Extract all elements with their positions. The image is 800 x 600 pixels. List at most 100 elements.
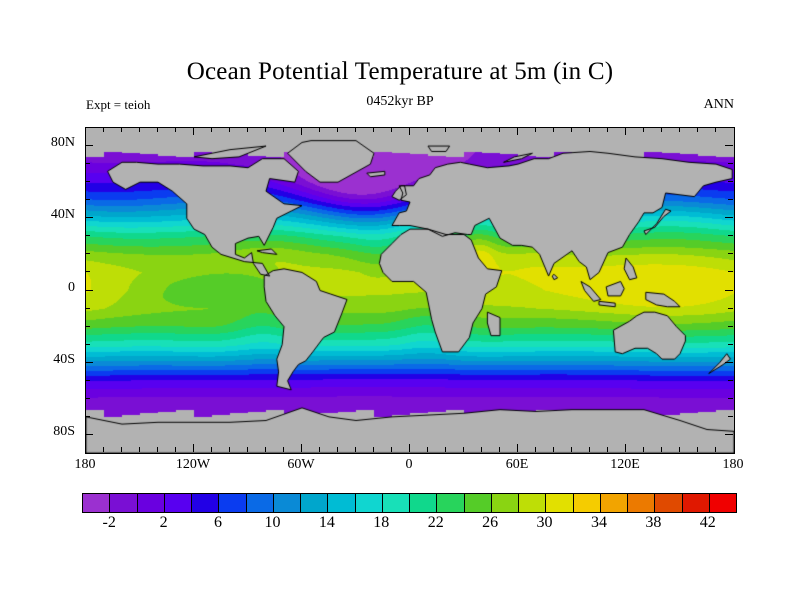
colorbar-tick-label: 42 [699, 514, 716, 531]
axis-tick [85, 343, 90, 345]
colorbar-cell-22 [682, 494, 710, 512]
axis-tick [728, 181, 733, 183]
axis-tick [175, 127, 176, 132]
colorbar-tick-label: 10 [264, 514, 281, 531]
axis-tick [85, 433, 93, 435]
colorbar-cell-15 [491, 494, 519, 512]
axis-tick [283, 447, 284, 452]
colorbar-cell-18 [573, 494, 601, 512]
axis-tick [589, 447, 590, 452]
axis-tick [553, 447, 554, 452]
axis-tick [265, 447, 266, 452]
y-tick-label: 40S [53, 351, 75, 367]
colorbar-cell-16 [519, 494, 547, 512]
colorbar-tick-label: 30 [536, 514, 553, 531]
colorbar-tick-label: -2 [102, 514, 116, 531]
axis-tick [725, 361, 733, 363]
axis-tick [517, 127, 518, 135]
axis-tick [157, 127, 158, 132]
y-tick-label: 80S [53, 423, 75, 439]
axis-tick [607, 447, 608, 452]
axis-tick [728, 199, 733, 201]
axis-tick [725, 289, 733, 291]
axis-tick [535, 127, 536, 132]
x-tick-label: 60W [287, 457, 315, 472]
axis-tick [728, 307, 733, 309]
axis-tick [139, 447, 140, 452]
experiment-label: Expt = teioh [86, 97, 151, 112]
axis-tick [427, 127, 428, 132]
x-tick-label: 60E [505, 457, 529, 472]
axis-tick [85, 181, 90, 183]
page-title: Ocean Potential Temperature at 5m (in C) [186, 58, 614, 85]
colorbar-tick-label: 14 [318, 514, 335, 531]
axis-tick [85, 235, 90, 237]
axis-tick [283, 127, 284, 132]
axis-tick [725, 145, 733, 147]
axis-tick [175, 447, 176, 452]
axis-tick [728, 235, 733, 237]
x-tick-label: 180 [722, 457, 744, 472]
axis-tick [85, 271, 90, 273]
axis-tick [85, 289, 93, 291]
axis-tick [85, 379, 90, 381]
axis-tick [463, 127, 464, 132]
colorbar-cell-0 [83, 494, 111, 512]
colorbar-cell-6 [246, 494, 274, 512]
colorbar-cell-23 [709, 494, 736, 512]
colorbar-cell-8 [301, 494, 329, 512]
axis-tick [643, 447, 644, 452]
axis-tick [481, 127, 482, 132]
axis-tick [728, 325, 733, 327]
axis-tick [409, 444, 410, 452]
period-label: ANN [703, 97, 734, 112]
axis-tick [85, 253, 90, 255]
axis-tick [139, 127, 140, 132]
colorbar-cell-1 [110, 494, 138, 512]
axis-tick [625, 127, 626, 135]
axis-tick [728, 163, 733, 165]
axis-tick [697, 447, 698, 452]
axis-tick [301, 127, 302, 135]
axis-tick [103, 447, 104, 452]
axis-tick [85, 415, 90, 417]
colorbar-tick-label: 38 [645, 514, 662, 531]
axis-tick [121, 447, 122, 452]
axis-tick [391, 127, 392, 132]
sst-heatmap-canvas [86, 128, 734, 453]
axis-tick [193, 127, 194, 135]
colorbar-cell-5 [219, 494, 247, 512]
colorbar-cell-10 [355, 494, 383, 512]
colorbar-tick-label: 6 [214, 514, 223, 531]
axis-tick [85, 325, 90, 327]
colorbar-cell-9 [328, 494, 356, 512]
axis-tick [571, 447, 572, 452]
colorbar-cell-7 [273, 494, 301, 512]
axis-tick [728, 379, 733, 381]
colorbar-cell-2 [137, 494, 165, 512]
colorbar [82, 493, 737, 513]
axis-tick [373, 447, 374, 452]
axis-tick [355, 127, 356, 132]
colorbar-cell-17 [546, 494, 574, 512]
colorbar-cell-12 [410, 494, 438, 512]
y-tick-label: 0 [68, 279, 75, 295]
axis-tick [679, 447, 680, 452]
axis-tick [355, 447, 356, 452]
colorbar-cell-14 [464, 494, 492, 512]
axis-tick [728, 415, 733, 417]
y-tick-label: 40N [50, 207, 75, 223]
axis-tick [229, 127, 230, 132]
axis-tick [319, 127, 320, 132]
axis-tick [247, 127, 248, 132]
axis-tick [211, 447, 212, 452]
axis-tick [481, 447, 482, 452]
axis-tick [85, 145, 93, 147]
axis-tick [625, 444, 626, 452]
axis-tick [571, 127, 572, 132]
axis-tick [725, 433, 733, 435]
x-tick-label: 0 [405, 457, 413, 472]
axis-tick [517, 444, 518, 452]
axis-tick [391, 447, 392, 452]
